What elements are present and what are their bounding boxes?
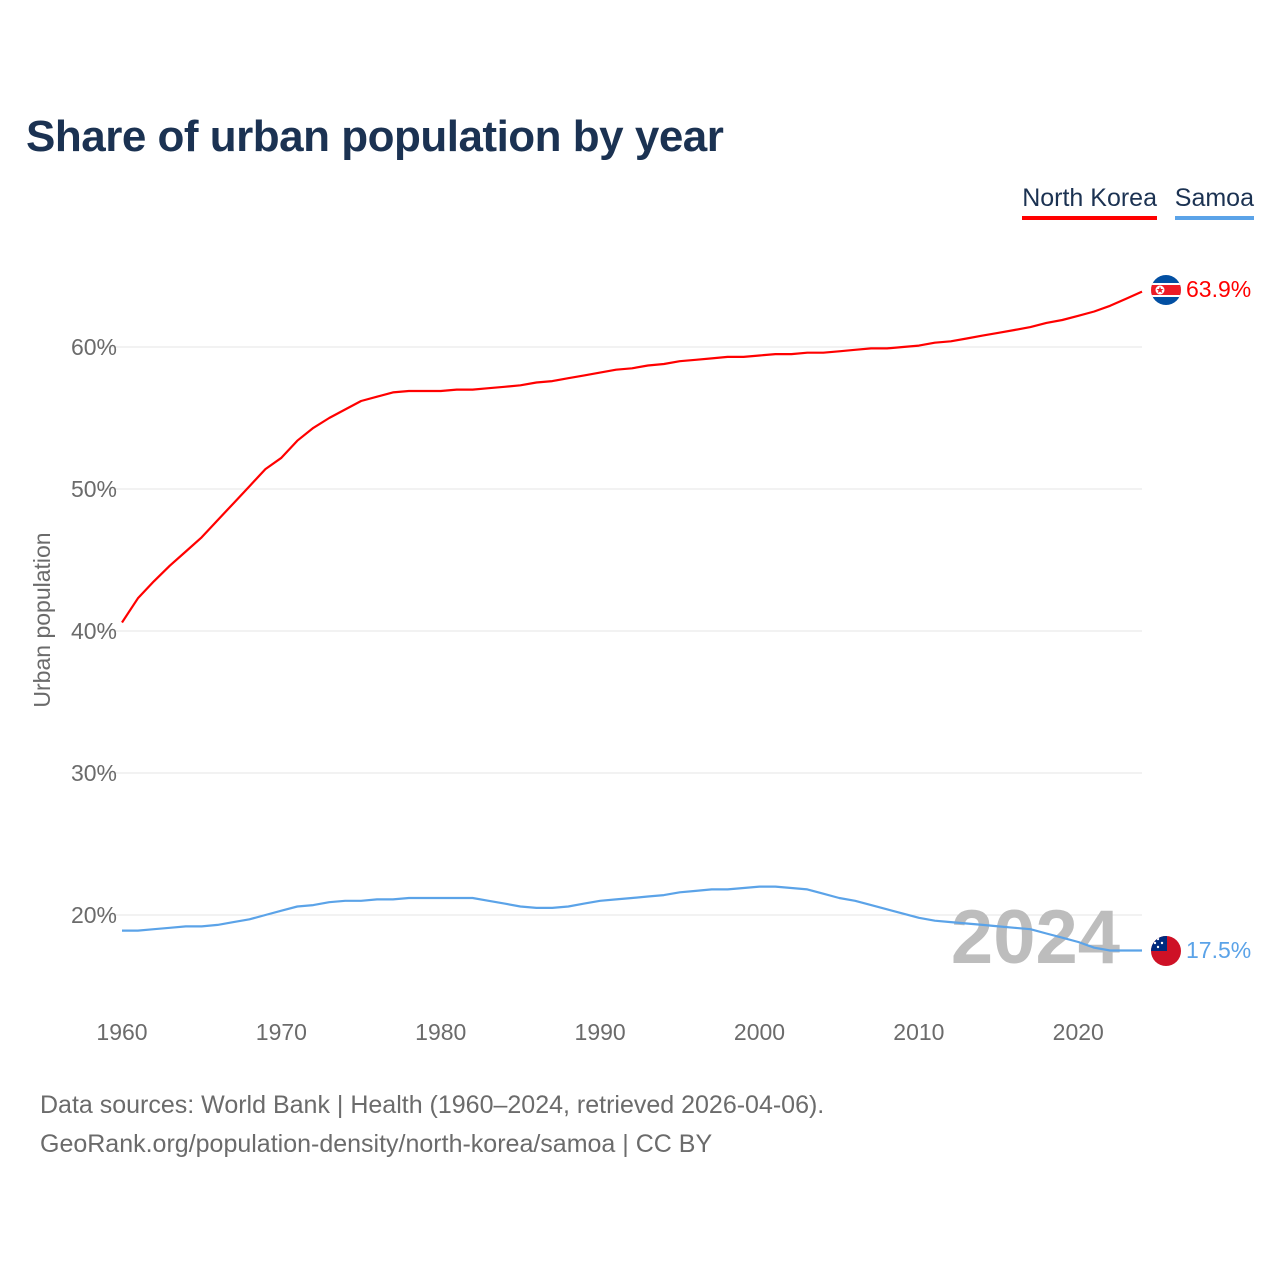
- x-tick-label: 1980: [415, 1019, 466, 1045]
- x-tick-label: 2020: [1053, 1019, 1104, 1045]
- footer-link[interactable]: GeoRank.org/population-density/north-kor…: [40, 1130, 713, 1158]
- year-watermark: 2024: [951, 895, 1120, 980]
- end-label-north-korea: 63.9%: [1186, 276, 1251, 302]
- y-axis-label: Urban population: [29, 532, 55, 707]
- x-tick-label: 1970: [256, 1019, 307, 1045]
- y-tick-label: 20%: [71, 902, 117, 928]
- legend-item-north-korea[interactable]: North Korea: [1022, 184, 1157, 220]
- series-line-samoa[interactable]: [122, 885, 1142, 952]
- end-label-samoa: 17.5%: [1186, 937, 1251, 963]
- samoa-flag-icon: [1151, 936, 1181, 966]
- y-tick-label: 50%: [71, 476, 117, 502]
- x-tick-label: 1990: [575, 1019, 626, 1045]
- footer-sources: Data sources: World Bank | Health (1960–…: [40, 1091, 825, 1119]
- x-tick-label: 2000: [734, 1019, 785, 1045]
- north-korea-flag-icon: [1151, 275, 1181, 305]
- footer: Data sources: World Bank | Health (1960–…: [40, 1086, 824, 1164]
- chart-title: Share of urban population by year: [26, 112, 724, 161]
- y-tick-label: 60%: [71, 334, 117, 360]
- y-tick-label: 30%: [71, 760, 117, 786]
- y-tick-label: 40%: [71, 618, 117, 644]
- series-line-north-korea[interactable]: [121, 290, 1143, 624]
- legend-item-samoa[interactable]: Samoa: [1174, 184, 1254, 220]
- x-tick-label: 2010: [893, 1019, 944, 1045]
- x-tick-label: 1960: [96, 1019, 147, 1045]
